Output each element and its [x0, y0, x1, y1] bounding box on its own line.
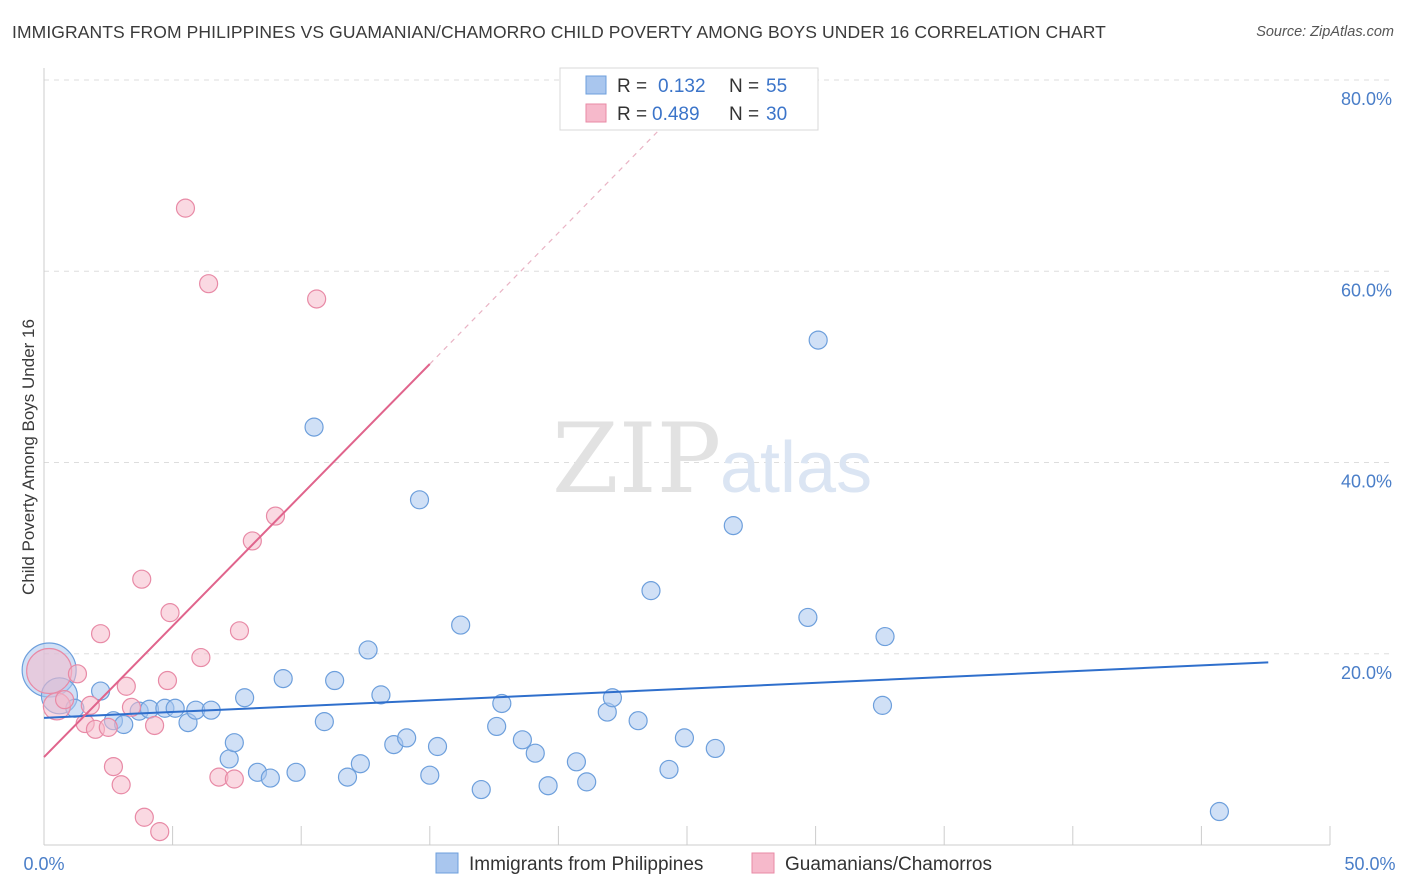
- y-tick-label-20: 20.0%: [1341, 663, 1392, 683]
- point-guamanian-23: [224, 769, 244, 789]
- point-guamanian-7: [90, 624, 111, 644]
- point-philippines-37: [525, 743, 545, 763]
- legend-n-label-pink: N =: [729, 104, 759, 125]
- source-credit: Source: ZipAtlas.com: [1256, 24, 1394, 40]
- point-philippines-33: [471, 779, 491, 800]
- point-philippines-46: [674, 728, 695, 748]
- point-philippines-35: [492, 693, 512, 714]
- legend-r-label-pink: R =: [617, 104, 647, 125]
- point-philippines-49: [798, 607, 818, 628]
- point-philippines-24: [350, 754, 370, 774]
- point-guamanian-17: [157, 670, 178, 691]
- watermark-zip: ZIP: [552, 403, 721, 515]
- point-philippines-52: [875, 626, 895, 647]
- point-philippines-45: [659, 759, 679, 780]
- point-philippines-25: [358, 640, 378, 660]
- point-guamanian-11: [116, 676, 136, 696]
- point-philippines-48: [723, 516, 743, 536]
- point-guamanian-26: [265, 506, 286, 526]
- x-tick-label-min: 0.0%: [23, 854, 64, 874]
- legend-r-label-blue: R =: [617, 76, 647, 97]
- point-philippines-28: [397, 728, 417, 748]
- point-philippines-36: [512, 730, 532, 750]
- point-philippines-34: [487, 716, 507, 737]
- chart-title: IMMIGRANTS FROM PHILIPPINES VS GUAMANIAN…: [12, 22, 1106, 42]
- point-guamanian-24: [229, 621, 250, 641]
- regression-extension-guamanian: [429, 127, 662, 365]
- watermark-atlas: atlas: [720, 428, 872, 508]
- point-guamanian-5: [80, 695, 100, 715]
- grid-lines: [44, 79, 1392, 655]
- series-legend: Immigrants from Philippines Guamanians/C…: [435, 852, 992, 875]
- regression-line-philippines: [43, 661, 1269, 719]
- point-philippines-26: [371, 685, 391, 705]
- legend-r-value-blue: 0.132: [658, 76, 706, 97]
- x-tick-label-max: 50.0%: [1344, 854, 1395, 874]
- stats-legend: R = 0.132 N = 55 R = 0.489 N = 30: [559, 67, 819, 131]
- legend-swatch-pink: [585, 103, 607, 123]
- point-philippines-40: [577, 772, 597, 792]
- y-tick-label-80: 80.0%: [1341, 89, 1392, 109]
- point-guamanian-12: [121, 697, 142, 717]
- point-philippines-22: [325, 670, 345, 691]
- point-guamanian-20: [191, 647, 211, 668]
- legend-n-value-blue: 55: [766, 76, 787, 97]
- point-guamanian-19: [175, 198, 196, 218]
- point-guamanian-21: [199, 274, 219, 294]
- point-philippines-23: [337, 767, 358, 787]
- point-philippines-31: [427, 736, 448, 757]
- series-legend-label-pink: Guamanians/Chamorros: [785, 854, 992, 875]
- point-philippines-30: [420, 765, 440, 785]
- point-philippines-14: [224, 733, 244, 753]
- point-philippines-9: [165, 698, 185, 718]
- regression-lines: [43, 127, 1269, 758]
- x-axis-ticks: [43, 826, 1331, 845]
- legend-swatch-blue: [585, 75, 607, 95]
- point-philippines-18: [273, 669, 293, 689]
- point-guamanian-13: [132, 569, 152, 589]
- point-guamanian-10: [111, 775, 131, 795]
- legend-n-value-pink: 30: [766, 104, 787, 125]
- series-legend-swatch-pink: [751, 852, 775, 874]
- point-philippines-39: [566, 752, 587, 772]
- point-guamanian-3: [67, 664, 88, 684]
- point-guamanian-0: [26, 647, 73, 695]
- point-guamanian-18: [160, 603, 180, 623]
- data-points: [21, 198, 1230, 842]
- y-tick-label-60: 60.0%: [1341, 280, 1392, 300]
- point-guamanian-27: [307, 289, 327, 309]
- point-philippines-19: [286, 762, 306, 782]
- point-philippines-29: [409, 490, 430, 510]
- point-guamanian-14: [134, 807, 154, 827]
- point-philippines-13: [219, 749, 239, 769]
- point-philippines-17: [260, 768, 280, 788]
- point-philippines-47: [705, 738, 725, 759]
- point-guamanian-16: [150, 822, 170, 842]
- point-philippines-32: [451, 615, 471, 635]
- point-philippines-21: [314, 712, 334, 732]
- point-philippines-38: [538, 776, 558, 796]
- legend-r-value-pink: 0.489: [652, 104, 700, 125]
- point-philippines-15: [235, 688, 255, 708]
- point-guamanian-25: [242, 531, 262, 551]
- point-guamanian-15: [144, 715, 165, 736]
- point-guamanian-2: [54, 690, 75, 710]
- point-guamanian-8: [98, 717, 118, 737]
- point-philippines-44: [641, 581, 661, 601]
- point-philippines-51: [872, 695, 893, 715]
- y-tick-label-40: 40.0%: [1341, 472, 1392, 492]
- point-philippines-50: [808, 330, 828, 350]
- y-axis-title: Child Poverty Among Boys Under 16: [19, 319, 38, 595]
- series-legend-label-blue: Immigrants from Philippines: [469, 854, 703, 875]
- regression-line-guamanian: [43, 363, 431, 758]
- point-philippines-53: [1209, 801, 1230, 822]
- legend-n-label-blue: N =: [729, 76, 759, 97]
- point-philippines-20: [304, 417, 324, 437]
- series-legend-swatch-blue: [435, 852, 459, 874]
- point-philippines-43: [628, 711, 648, 731]
- point-guamanian-9: [103, 756, 124, 777]
- y-tick-labels: 20.0% 40.0% 60.0% 80.0%: [1341, 89, 1392, 683]
